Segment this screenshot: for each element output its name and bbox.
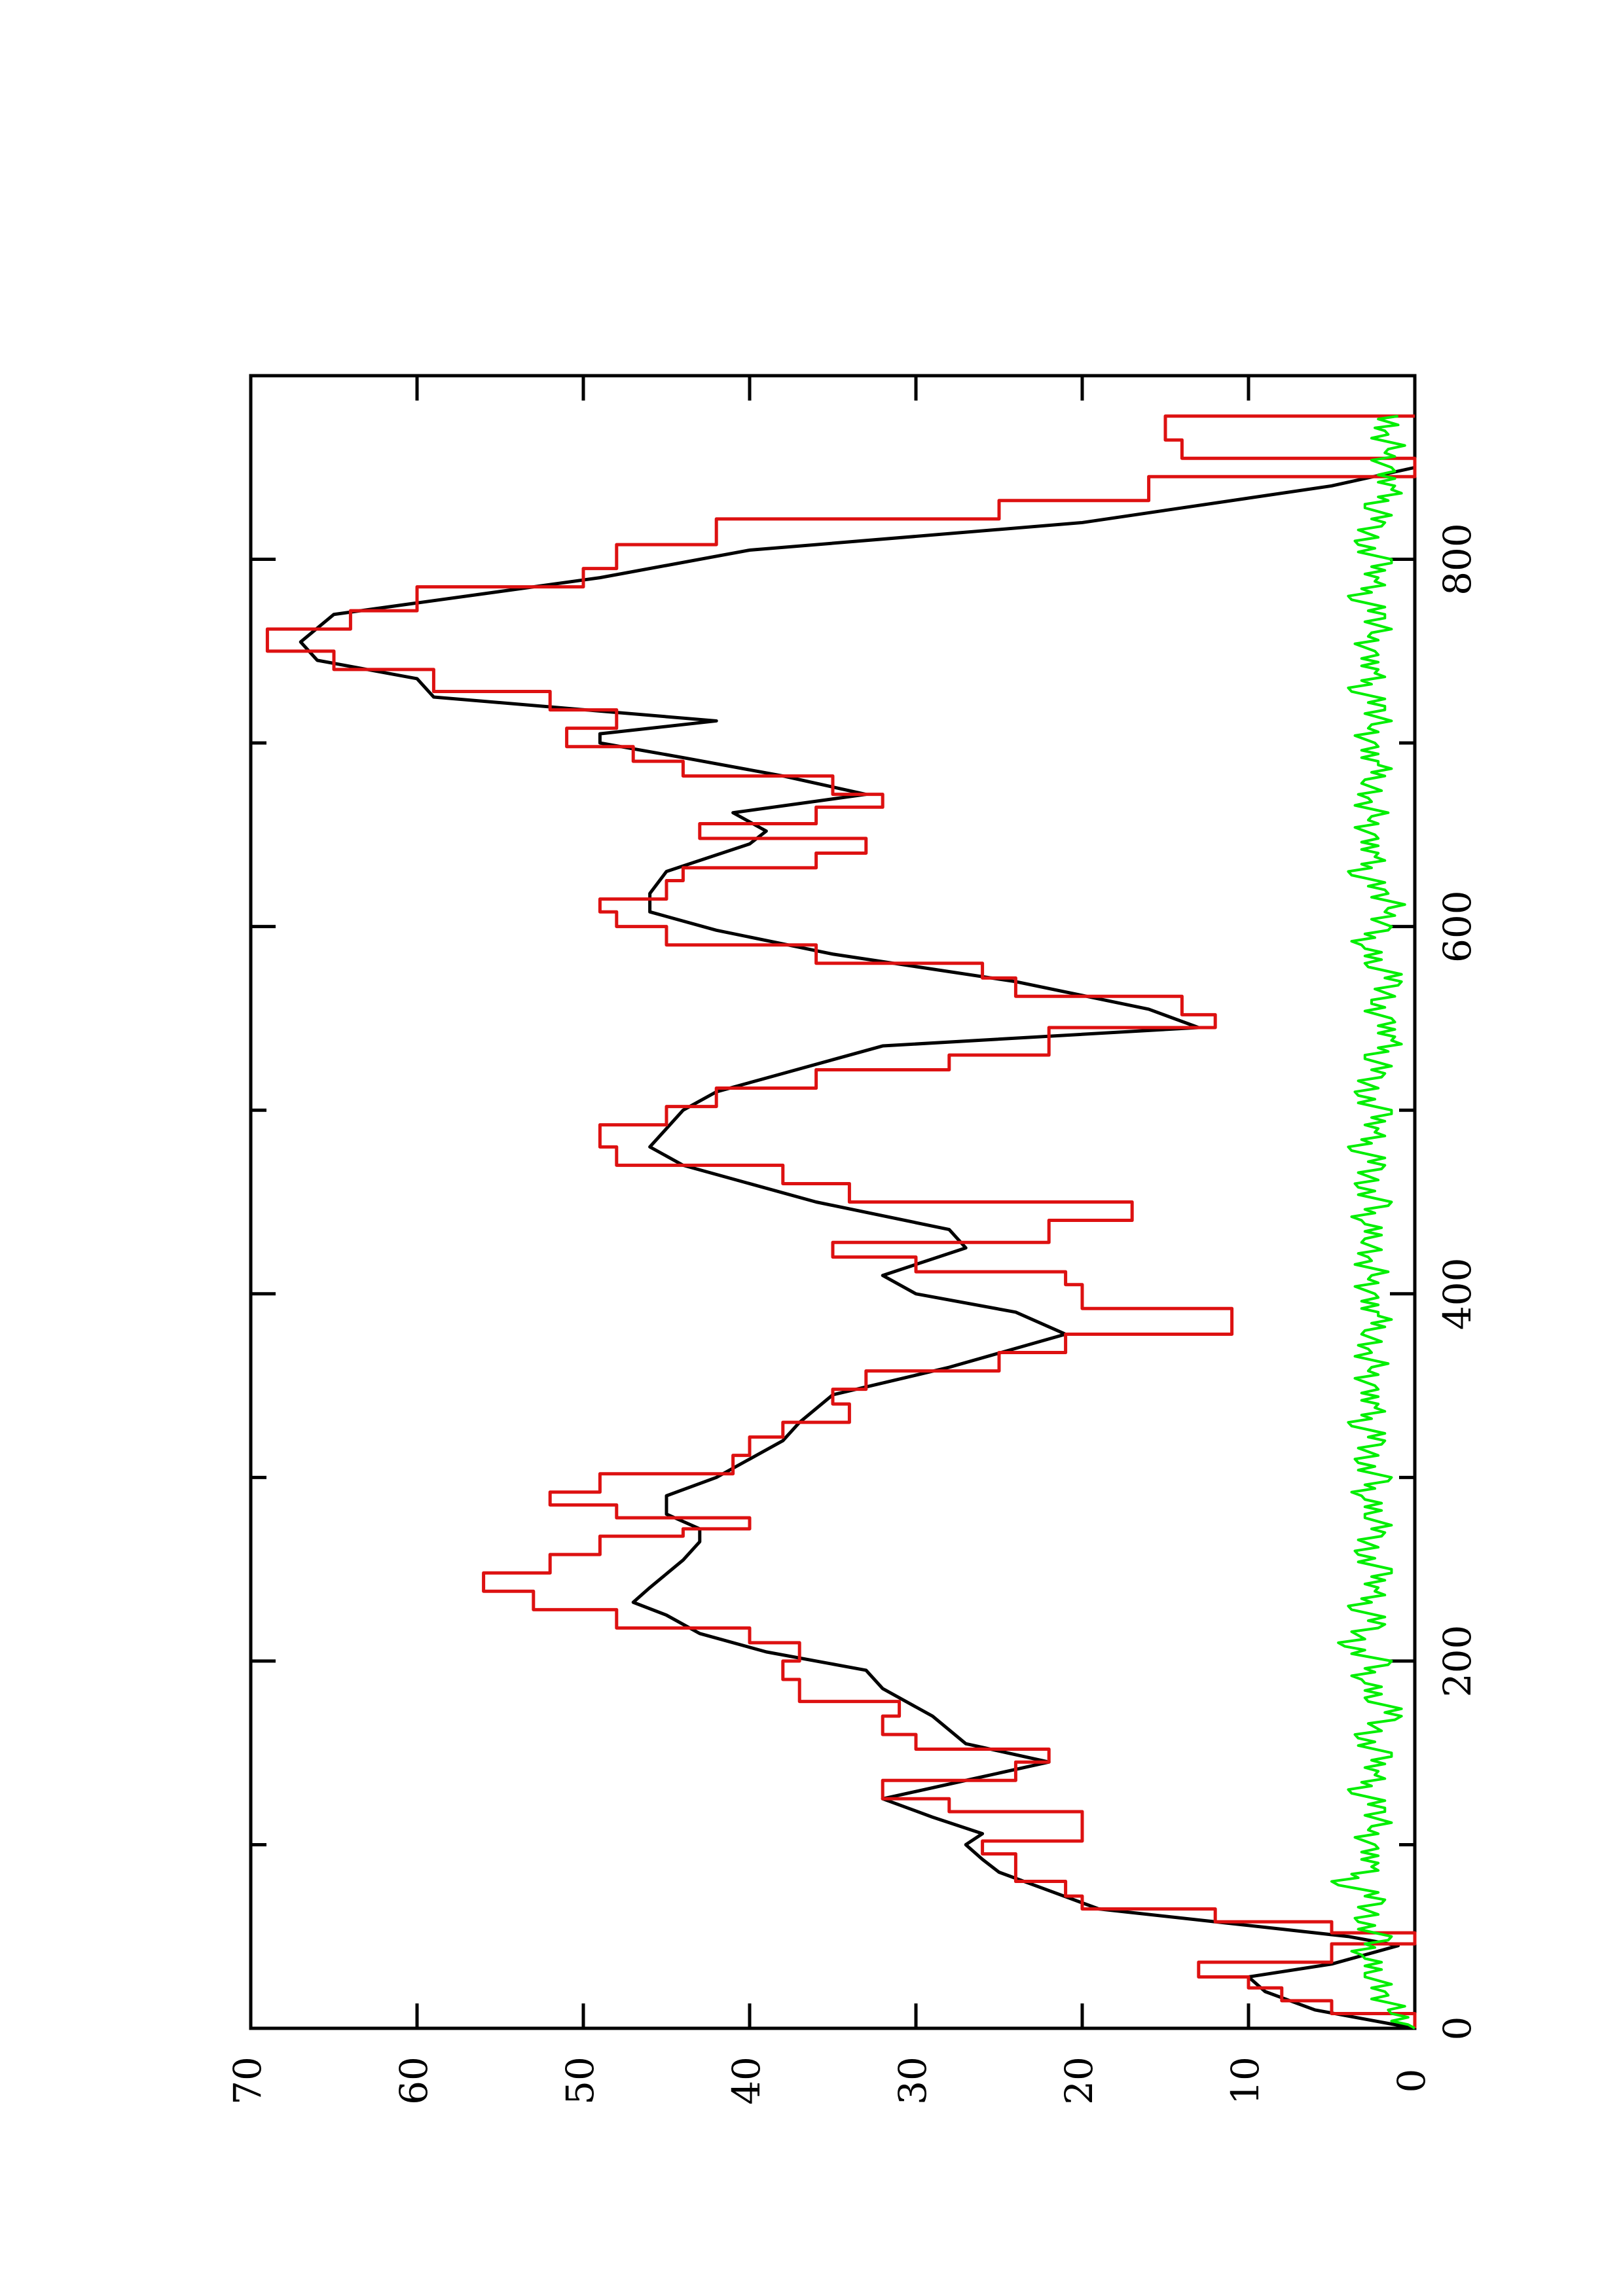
x-tick-label: 800: [1435, 523, 1480, 596]
series-line-1: [299, 465, 1415, 2030]
axis-tick-labels: 0 200 400 600 800 0 10 20 30 40 50 60 70: [225, 523, 1480, 2105]
y-tick-label: 50: [558, 2056, 602, 2105]
series-line-2: [265, 414, 1417, 2028]
y-tick-label: 30: [890, 2056, 935, 2105]
x-tick-label: 600: [1435, 890, 1480, 963]
series-layer: [265, 414, 1417, 2030]
y-tick-label: 10: [1223, 2056, 1267, 2105]
x-tick-label: 200: [1435, 1625, 1480, 1698]
y-tick-label: 70: [225, 2056, 270, 2105]
y-tick-label: 60: [392, 2056, 436, 2105]
plot-frame: [249, 374, 1417, 2030]
series-line-3: [1330, 414, 1415, 2030]
x-tick-label: 0: [1435, 2017, 1480, 2041]
x-tick-label: 400: [1435, 1257, 1480, 1330]
y-tick-label: 40: [724, 2056, 769, 2105]
axis-ticks: [249, 376, 1417, 2030]
y-tick-label: 0: [1389, 2069, 1434, 2093]
y-tick-label: 20: [1057, 2056, 1101, 2105]
